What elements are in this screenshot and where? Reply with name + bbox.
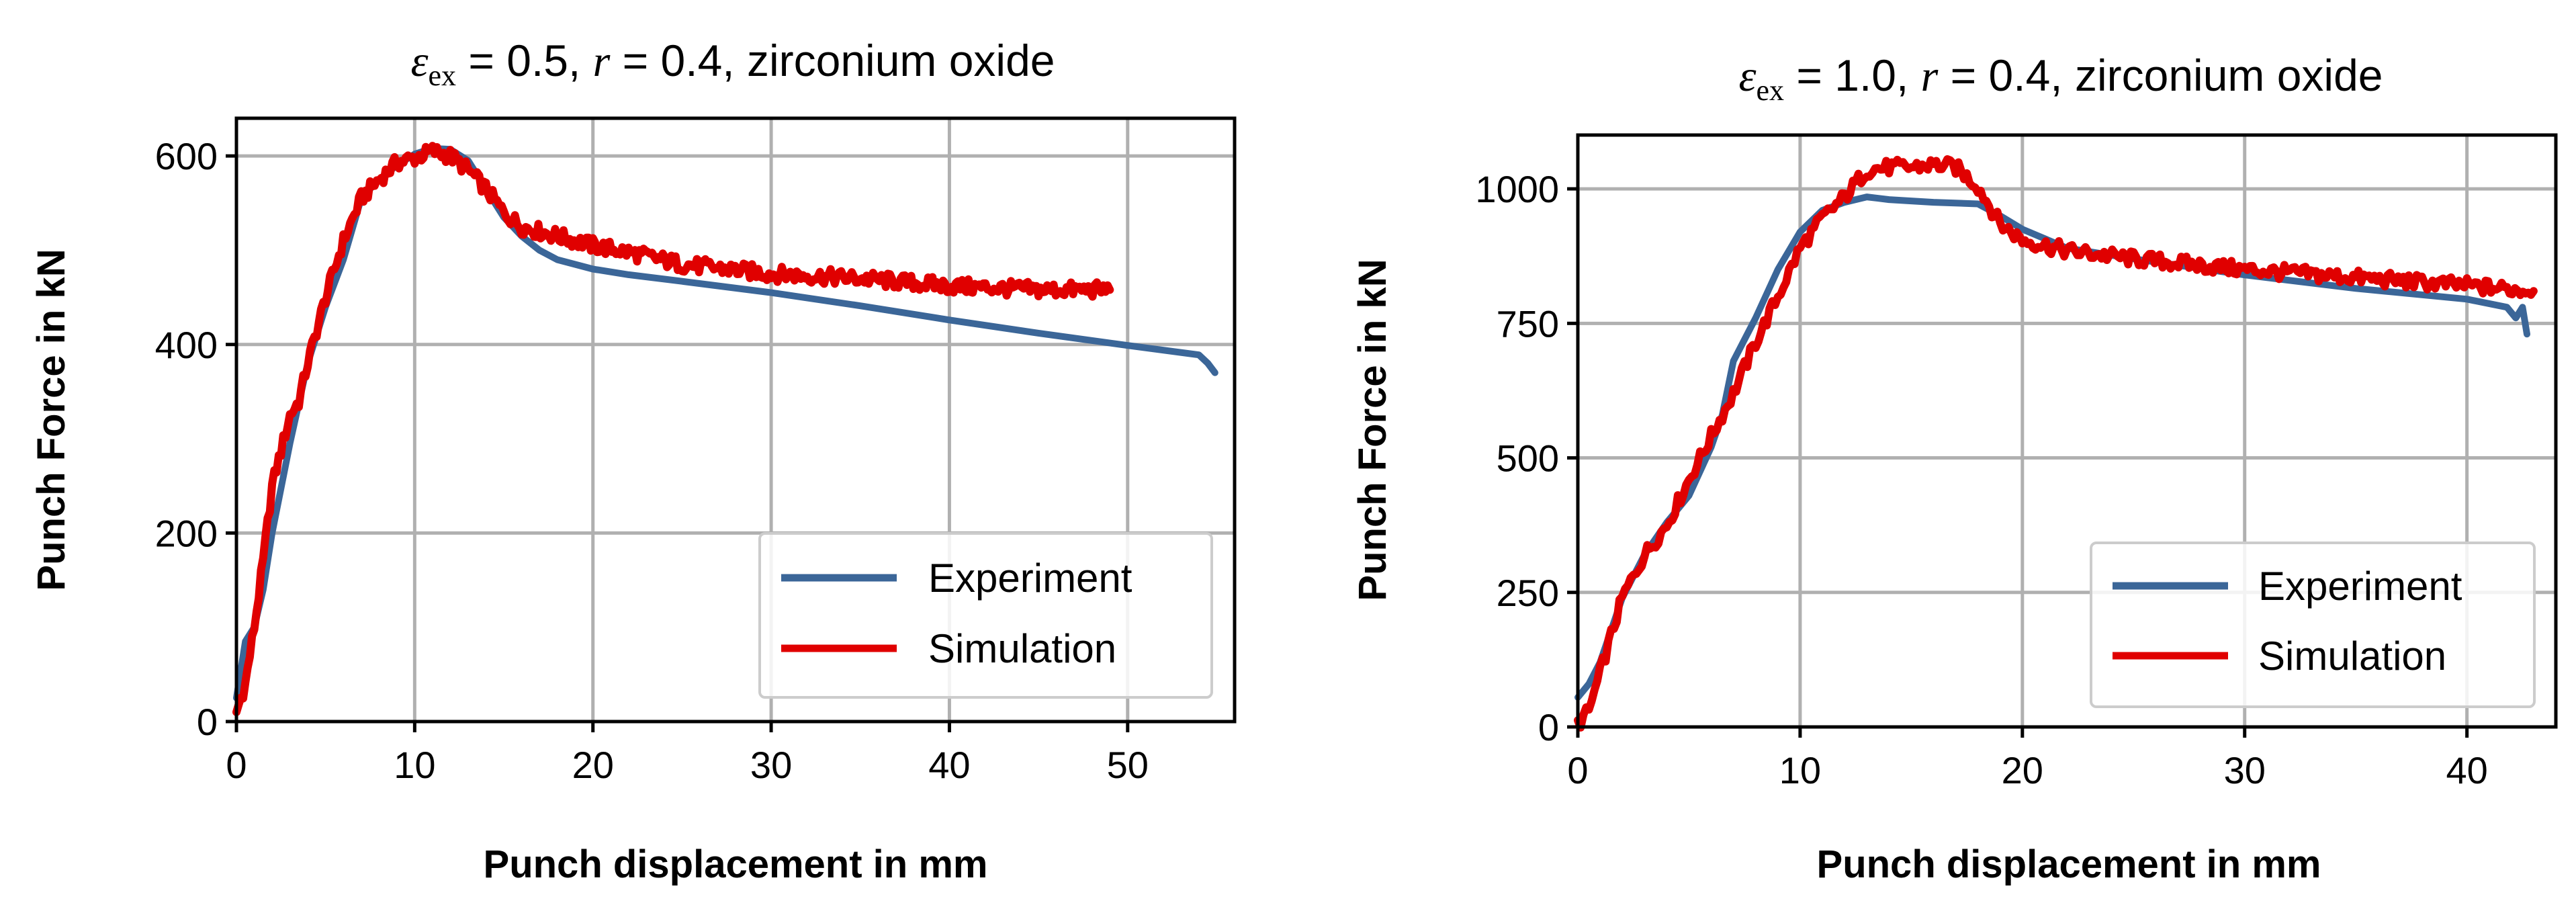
- ticks: 0 10 20 30 40 0 250 500 750 1000: [1475, 168, 2487, 791]
- legend: Experiment Simulation: [758, 532, 1213, 699]
- series-layer: [232, 142, 1218, 716]
- chart-right: εex = 1.0, r = 0.4, zirconium oxide 0 10 2…: [1351, 50, 2558, 886]
- x-tick-label: 40: [928, 744, 970, 786]
- y-tick-label: 250: [1497, 572, 1559, 614]
- x-tick-label: 30: [750, 744, 792, 786]
- x-tick-label: 20: [2002, 749, 2043, 791]
- legend: Experiment Simulation: [2090, 542, 2536, 708]
- y-axis-label: Punch Force in kN: [1351, 259, 1394, 601]
- y-tick-label: 400: [155, 324, 218, 366]
- x-tick-label: 10: [1779, 749, 1821, 791]
- y-tick-label: 1000: [1475, 168, 1559, 210]
- chart-title: εex = 0.5, r = 0.4, zirconium oxide: [410, 36, 1055, 92]
- chart-title: εex = 1.0, r = 0.4, zirconium oxide: [1738, 50, 2383, 107]
- legend-label-simulation: Simulation: [928, 626, 1116, 671]
- x-axis-label: Punch displacement in mm: [484, 842, 988, 886]
- series-line-simulation: [1574, 155, 2538, 732]
- y-axis-label: Punch Force in kN: [30, 249, 73, 591]
- chart-left: εex = 0.5, r = 0.4, zirconium oxide 0 10 2…: [30, 36, 1237, 886]
- ticks: 0 10 20 30 40 50 0 200 400 600: [155, 135, 1149, 786]
- legend-label-experiment: Experiment: [928, 556, 1132, 601]
- plot-frame: [1576, 133, 2558, 729]
- x-tick-label: 40: [2446, 749, 2487, 791]
- y-tick-label: 200: [155, 512, 218, 554]
- x-tick-label: 50: [1107, 744, 1149, 786]
- x-tick-label: 30: [2224, 749, 2266, 791]
- legend-label-simulation: Simulation: [2258, 634, 2446, 679]
- y-tick-label: 0: [1538, 706, 1559, 748]
- series-line-simulation: [232, 142, 1114, 716]
- x-tick-label: 10: [394, 744, 435, 786]
- legend-label-experiment: Experiment: [2258, 564, 2462, 609]
- y-tick-label: 500: [1497, 437, 1559, 480]
- y-tick-label: 600: [155, 135, 218, 177]
- plot-frame: [234, 116, 1237, 724]
- y-tick-label: 750: [1497, 302, 1559, 345]
- x-tick-label: 0: [226, 744, 247, 786]
- x-axis-label: Punch displacement in mm: [1817, 842, 2321, 886]
- x-tick-label: 20: [572, 744, 614, 786]
- y-tick-label: 0: [197, 701, 218, 743]
- x-tick-label: 0: [1567, 749, 1588, 791]
- series-layer: [1574, 155, 2538, 732]
